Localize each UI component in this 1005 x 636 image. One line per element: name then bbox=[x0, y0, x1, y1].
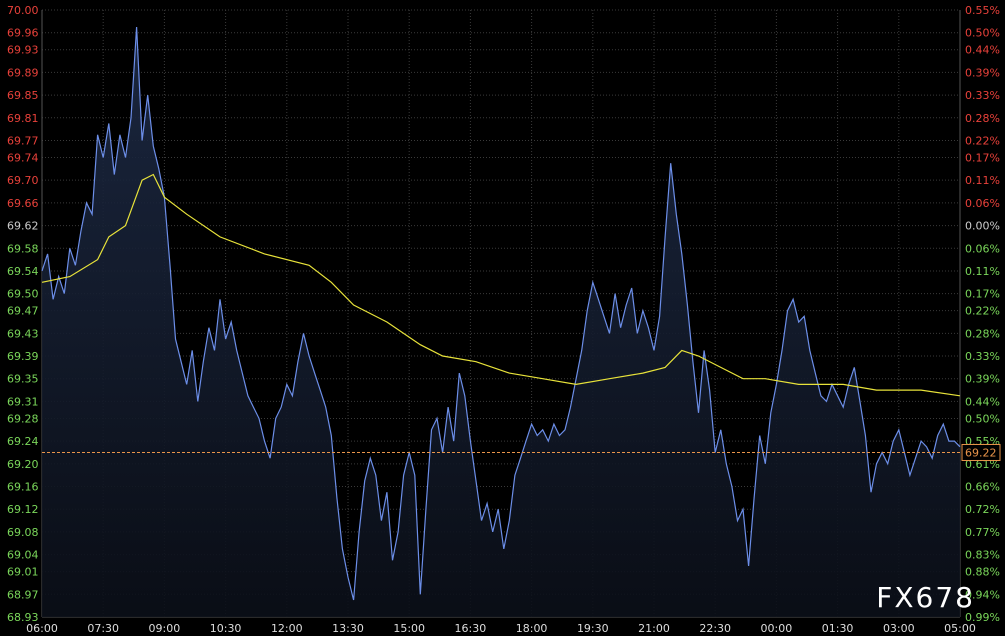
x-tick-label: 22:30 bbox=[699, 622, 731, 635]
y-tick-label: 69.28 bbox=[7, 412, 39, 425]
x-tick-label: 13:30 bbox=[332, 622, 364, 635]
percent-tick-label: 0.39% bbox=[965, 373, 1000, 386]
percent-tick-label: 0.50% bbox=[965, 27, 1000, 40]
y-tick-label: 69.16 bbox=[7, 481, 39, 494]
y-tick-label: 69.43 bbox=[7, 327, 39, 340]
percent-tick-label: 0.06% bbox=[965, 242, 1000, 255]
x-tick-label: 01:30 bbox=[822, 622, 854, 635]
y-tick-label: 69.70 bbox=[7, 174, 39, 187]
percent-tick-label: 0.28% bbox=[965, 327, 1000, 340]
x-tick-label: 07:30 bbox=[87, 622, 119, 635]
x-tick-label: 00:00 bbox=[761, 622, 793, 635]
percent-tick-label: 0.83% bbox=[965, 549, 1000, 562]
x-tick-label: 16:30 bbox=[455, 622, 487, 635]
percent-tick-label: 0.00% bbox=[965, 220, 1000, 233]
watermark-logo: FX678 bbox=[876, 581, 975, 614]
percent-tick-label: 0.33% bbox=[965, 89, 1000, 102]
y-tick-label: 69.47 bbox=[7, 305, 39, 318]
y-tick-label: 69.66 bbox=[7, 197, 39, 210]
y-tick-label: 70.00 bbox=[7, 4, 39, 17]
y-tick-label: 69.01 bbox=[7, 566, 39, 579]
y-tick-label: 68.97 bbox=[7, 588, 39, 601]
y-tick-label: 69.24 bbox=[7, 435, 39, 448]
percent-tick-label: 0.55% bbox=[965, 4, 1000, 17]
y-tick-label: 69.93 bbox=[7, 44, 39, 57]
y-tick-label: 69.12 bbox=[7, 503, 39, 516]
y-tick-label: 69.20 bbox=[7, 458, 39, 471]
percent-tick-label: 0.44% bbox=[965, 395, 1000, 408]
percent-tick-label: 0.17% bbox=[965, 151, 1000, 164]
percent-tick-label: 0.72% bbox=[965, 503, 1000, 516]
percent-tick-label: 0.44% bbox=[965, 44, 1000, 57]
percent-tick-label: 0.11% bbox=[965, 265, 1000, 278]
last-price-box bbox=[961, 443, 1001, 461]
y-tick-label: 69.35 bbox=[7, 373, 39, 386]
x-tick-label: 19:30 bbox=[577, 622, 609, 635]
y-tick-label: 69.89 bbox=[7, 66, 39, 79]
percent-tick-label: 0.06% bbox=[965, 197, 1000, 210]
y-tick-label: 69.04 bbox=[7, 549, 39, 562]
percent-tick-label: 0.88% bbox=[965, 566, 1000, 579]
percent-tick-label: 0.28% bbox=[965, 112, 1000, 125]
x-tick-label: 10:30 bbox=[210, 622, 242, 635]
last-price-marker: 69.22 bbox=[42, 443, 1001, 461]
y-tick-label: 68.93 bbox=[7, 611, 39, 624]
percent-tick-label: 0.11% bbox=[965, 174, 1000, 187]
y-tick-label: 69.74 bbox=[7, 151, 39, 164]
x-tick-label: 12:00 bbox=[271, 622, 303, 635]
percent-tick-label: 0.94% bbox=[965, 588, 1000, 601]
x-tick-label: 15:00 bbox=[393, 622, 425, 635]
percent-tick-label: 0.22% bbox=[965, 134, 1000, 147]
x-axis-labels: 06:00 07:30 09:00 10:30 12:00 13:30 15:00 16:30… bbox=[26, 622, 976, 635]
y-tick-label: 69.39 bbox=[7, 350, 39, 363]
x-tick-label: 05:00 bbox=[944, 622, 976, 635]
y-tick-label: 69.62 bbox=[7, 220, 39, 233]
y-tick-label: 69.50 bbox=[7, 288, 39, 301]
percent-tick-label: 0.33% bbox=[965, 350, 1000, 363]
price-area bbox=[42, 27, 960, 617]
y-tick-label: 69.96 bbox=[7, 27, 39, 40]
percent-tick-label: 0.99% bbox=[965, 611, 1000, 624]
price-area-fill bbox=[42, 27, 960, 617]
y-axis-labels: 70.00 69.96 69.93 69.89 69.85 69.81 69.77 69.74… bbox=[7, 4, 39, 624]
percent-tick-label: 0.66% bbox=[965, 481, 1000, 494]
price-line bbox=[41, 26, 961, 601]
y-tick-label: 69.85 bbox=[7, 89, 39, 102]
x-tick-label: 06:00 bbox=[26, 622, 58, 635]
percent-tick-label: 0.77% bbox=[965, 526, 1000, 539]
y-tick-label: 69.31 bbox=[7, 395, 39, 408]
last-price-label: 69.22 bbox=[965, 446, 997, 459]
y-tick-label: 69.81 bbox=[7, 112, 39, 125]
y-tick-label: 69.58 bbox=[7, 242, 39, 255]
y-tick-label: 69.08 bbox=[7, 526, 39, 539]
x-tick-label: 21:00 bbox=[638, 622, 670, 635]
y-tick-label: 69.77 bbox=[7, 134, 39, 147]
x-tick-label: 09:00 bbox=[149, 622, 181, 635]
percent-axis-labels: 0.55% 0.50% 0.44% 0.39% 0.33% 0.28% 0.22% 0.17%… bbox=[965, 4, 1000, 624]
y-tick-label: 69.54 bbox=[7, 265, 39, 278]
series-lines bbox=[41, 26, 961, 601]
average-line bbox=[41, 173, 961, 397]
percent-tick-label: 0.39% bbox=[965, 66, 1000, 79]
x-tick-label: 03:00 bbox=[883, 622, 915, 635]
percent-tick-label: 0.22% bbox=[965, 305, 1000, 318]
percent-tick-label: 0.50% bbox=[965, 412, 1000, 425]
percent-tick-label: 0.17% bbox=[965, 288, 1000, 301]
x-tick-label: 18:00 bbox=[516, 622, 548, 635]
percent-tick-label: 0.61% bbox=[965, 458, 1000, 471]
